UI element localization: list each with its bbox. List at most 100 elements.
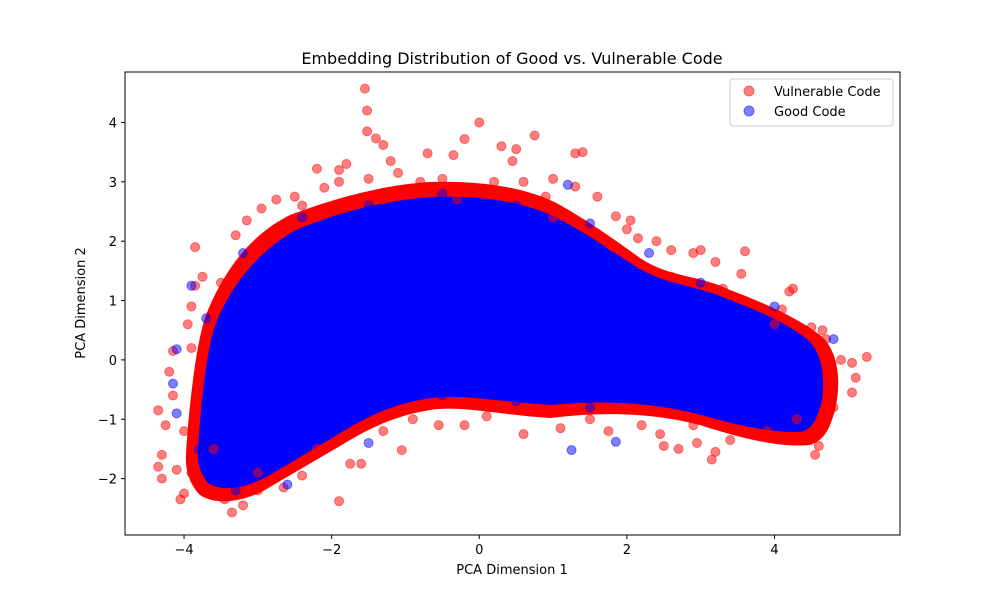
good-code-point [644,248,655,259]
vulnerable-code-point [241,215,252,226]
vulnerable-code-point [378,140,389,151]
vulnerable-code-point [784,286,795,297]
good-code-point [252,307,263,318]
vulnerable-code-point [655,429,666,440]
good-code-point [208,348,219,359]
good-code-point [695,366,706,377]
vulnerable-code-point [529,130,540,141]
y-tick-label: 3 [109,176,117,191]
vulnerable-code-point [791,414,802,425]
x-tick-label: 2 [623,543,631,558]
good-code-point [238,248,249,259]
vulnerable-code-point [393,167,404,178]
vulnerable-code-point [167,390,178,401]
vulnerable-code-point [186,467,197,478]
good-code-point [610,436,621,447]
vulnerable-code-point [603,426,614,437]
vulnerable-code-point [378,426,389,437]
point-density-layer [185,181,839,502]
good-code-point [363,437,374,448]
vulnerable-code-point [219,494,230,505]
good-code-point [171,344,182,355]
vulnerable-code-point [850,372,861,383]
vulnerable-code-point [740,426,750,437]
legend-marker-vulnerable [743,85,755,97]
vulnerable-code-point [175,494,186,505]
vulnerable-code-point [334,176,345,187]
good-code-point [238,414,249,425]
vulnerable-code-point [847,357,858,368]
vulnerable-code-point [179,426,190,437]
vulnerable-code-point [555,423,566,434]
vulnerable-code-point [835,354,846,365]
good-code-point [186,280,197,291]
vulnerable-code-point [271,194,282,205]
vulnerable-code-point [861,351,872,362]
vulnerable-code-point [658,440,669,451]
vulnerable-code-point [459,134,470,145]
vulnerable-code-point [489,176,500,187]
good-code-point [548,307,559,318]
vulnerable-code-point [227,507,238,518]
good-code-point [171,408,182,419]
vulnerable-code-point [319,182,330,193]
vulnerable-code-point [359,83,370,94]
vulnerable-code-point [156,449,167,460]
vulnerable-code-point [651,236,662,247]
vulnerable-code-point [548,173,559,184]
good-code-point [201,313,212,324]
x-axis: −4 −2 0 2 4 [174,535,779,558]
vulnerable-code-point [297,470,308,481]
vulnerable-code-point [186,343,197,354]
vulnerable-code-point [740,246,750,257]
x-tick-label: 0 [475,543,483,558]
vulnerable-code-point [190,242,201,253]
vulnerable-code-point [433,420,444,431]
vulnerable-code-point [507,156,518,167]
vulnerable-code-point [378,194,389,205]
legend-label-good: Good Code [774,105,846,120]
vulnerable-code-point [762,426,773,437]
vulnerable-code-point [252,467,263,478]
good-code-point [806,408,817,419]
vulnerable-code-point [182,319,193,330]
x-tick-label: −2 [322,543,341,558]
vulnerable-code-point [186,301,197,312]
vulnerable-code-point [238,500,249,511]
vulnerable-code-point [496,141,507,152]
vulnerable-code-point [164,366,175,377]
good-code-point [695,277,706,288]
good-code-point [297,212,308,223]
vulnerable-code-point [297,200,308,211]
vulnerable-code-point [334,164,345,175]
vulnerable-code-point [452,194,463,205]
vulnerable-code-point [153,461,164,472]
vulnerable-code-point [197,271,208,282]
vulnerable-code-point [208,443,219,454]
vulnerable-code-point [289,191,300,202]
legend: Vulnerable Code Good Code [729,78,894,127]
x-axis-label: PCA Dimension 1 [456,563,567,578]
vulnerable-code-point [610,211,621,222]
vulnerable-code-point [673,443,684,454]
vulnerable-code-point [474,117,485,128]
legend-label-vulnerable: Vulnerable Code [774,85,881,100]
y-axis-label: PCA Dimension 2 [74,247,89,358]
good-code-point [363,372,374,383]
good-code-point [658,384,669,395]
good-code-point [363,200,374,211]
good-code-point [562,179,573,190]
vulnerable-code-point [548,212,559,223]
vulnerable-code-point [311,443,322,454]
vulnerable-code-point [540,191,551,202]
vulnerable-code-point [806,322,817,333]
vulnerable-code-point [688,420,699,431]
good-code-point [828,334,839,345]
good-code-point [474,283,485,294]
vulnerable-code-point [666,271,677,282]
good-code-point [282,479,293,490]
vulnerable-code-point [252,485,263,496]
vulnerable-code-point [171,464,182,475]
vulnerable-code-point [282,224,293,235]
